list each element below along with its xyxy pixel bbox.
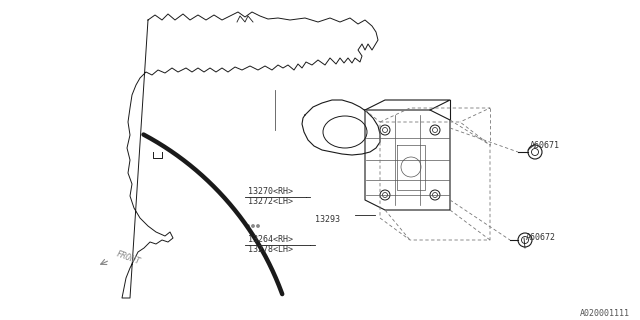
Text: 13272<LH>: 13272<LH> — [248, 197, 293, 206]
Text: 13264<RH>: 13264<RH> — [248, 236, 293, 244]
Text: A60671: A60671 — [530, 140, 560, 149]
Circle shape — [252, 225, 254, 227]
Circle shape — [257, 225, 259, 227]
Text: A60672: A60672 — [526, 234, 556, 243]
Text: A020001111: A020001111 — [580, 308, 630, 317]
Text: 13270<RH>: 13270<RH> — [248, 188, 293, 196]
Text: FRONT: FRONT — [115, 250, 141, 267]
Circle shape — [247, 225, 249, 227]
Text: 13293: 13293 — [315, 215, 340, 225]
Text: 13278<LH>: 13278<LH> — [248, 245, 293, 254]
